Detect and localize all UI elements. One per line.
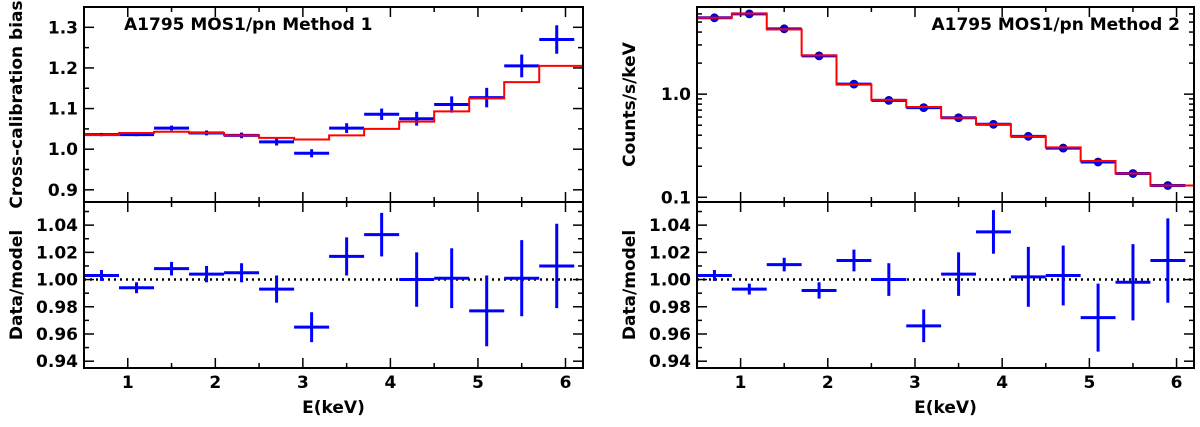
data-point — [801, 282, 837, 299]
panel-title: A1795 MOS1/pn Method 2 — [931, 15, 1180, 35]
data-point — [364, 212, 400, 257]
data-point — [697, 270, 732, 281]
data-point — [766, 257, 802, 272]
x-tick-label: 6 — [560, 373, 572, 393]
panel-0: 0.9 1.0 1.1 1.2 1.3 A1795 MOS1/pn Method 1 Cro… — [7, 0, 584, 209]
data-point — [189, 265, 225, 283]
panel-2: 0.1 1.0 A1795 MOS1/pn Method 2 Counts/s/keV — [620, 6, 1195, 208]
y-tick-label: 1.02 — [36, 243, 78, 263]
y-axis-label: Cross-calibration bias — [7, 0, 27, 208]
y-tick-label: 1.04 — [36, 216, 78, 236]
y-tick-label: 1.0 — [661, 85, 691, 105]
x-tick-label: 1 — [735, 373, 747, 393]
data-point — [259, 138, 295, 146]
data-point — [154, 261, 190, 276]
x-axis-label: E(keV) — [302, 398, 365, 418]
data-point — [224, 263, 260, 283]
data-point — [1080, 157, 1116, 167]
panel-3: 0.94 0.96 0.98 1.00 1.02 1.04 1 2 3 4 5 6 Data/model… — [620, 201, 1195, 418]
x-tick-label: 1 — [122, 373, 134, 393]
panel-1: 0.94 0.96 0.98 1.00 1.02 1.04 1 2 3 4 5 6 Data/model… — [7, 201, 584, 418]
data-point — [329, 237, 365, 276]
y-tick-label: 1.1 — [48, 100, 78, 120]
data-point — [119, 282, 155, 294]
y-tick-label: 0.98 — [36, 298, 78, 318]
y-tick-label: 0.1 — [661, 188, 691, 208]
data-point — [1045, 245, 1081, 306]
data-point — [1010, 246, 1046, 307]
y-tick-label: 1.00 — [36, 271, 78, 291]
data-point — [941, 252, 977, 296]
y-axis-label: Counts/s/keV — [620, 41, 640, 167]
y-tick-label: 1.3 — [48, 18, 78, 38]
data-point — [1080, 283, 1116, 352]
data-point — [1115, 244, 1151, 321]
data-marker — [1093, 157, 1103, 167]
model-line — [697, 12, 1194, 187]
plot-frame — [83, 201, 584, 369]
data-point — [539, 25, 575, 54]
x-tick-label: 6 — [1171, 373, 1183, 393]
data-point — [976, 210, 1011, 254]
x-tick-label: 2 — [822, 373, 834, 393]
data-point — [504, 240, 540, 317]
y-tick-label: 1.02 — [649, 243, 691, 263]
y-tick-label: 0.94 — [36, 352, 78, 372]
model-line — [84, 64, 583, 141]
y-axis-label: Data/model — [620, 230, 640, 340]
data-point — [294, 149, 330, 158]
x-tick-label: 3 — [297, 373, 309, 393]
y-tick-label: 0.96 — [36, 325, 78, 345]
y-axis-label: Data/model — [7, 230, 27, 340]
data-point — [469, 275, 505, 347]
data-point — [1150, 218, 1186, 303]
data-point — [84, 270, 120, 281]
y-tick-label: 1.00 — [649, 271, 691, 291]
data-point — [504, 54, 540, 78]
data-point — [836, 249, 872, 272]
y-tick-label: 0.9 — [48, 181, 78, 201]
data-point — [364, 108, 400, 120]
data-point — [399, 111, 435, 126]
data-point — [871, 263, 907, 296]
y-tick-label: 1.2 — [48, 59, 78, 79]
y-tick-label: 0.94 — [649, 352, 691, 372]
data-point — [154, 125, 190, 131]
y-tick-label: 1.04 — [649, 216, 691, 236]
y-tick-label: 0.96 — [649, 325, 691, 345]
x-tick-label: 3 — [909, 373, 921, 393]
x-tick-label: 2 — [209, 373, 221, 393]
y-tick-label: 1.0 — [48, 140, 78, 160]
data-point — [539, 223, 575, 309]
x-tick-label: 4 — [384, 373, 396, 393]
data-point — [434, 248, 470, 309]
data-point — [259, 275, 295, 303]
data-point — [731, 283, 767, 295]
x-tick-label: 4 — [996, 373, 1008, 393]
plot-frame — [83, 6, 584, 203]
data-point — [329, 123, 365, 133]
y-tick-label: 0.98 — [649, 298, 691, 318]
plot-frame — [696, 201, 1195, 369]
x-tick-label: 5 — [1083, 373, 1095, 393]
panel-title: A1795 MOS1/pn Method 1 — [124, 15, 373, 35]
data-point — [399, 252, 435, 307]
data-point — [294, 312, 330, 343]
data-point — [434, 96, 470, 113]
data-point — [906, 309, 942, 343]
x-tick-label: 5 — [472, 373, 484, 393]
x-axis-label: E(keV) — [914, 398, 977, 418]
